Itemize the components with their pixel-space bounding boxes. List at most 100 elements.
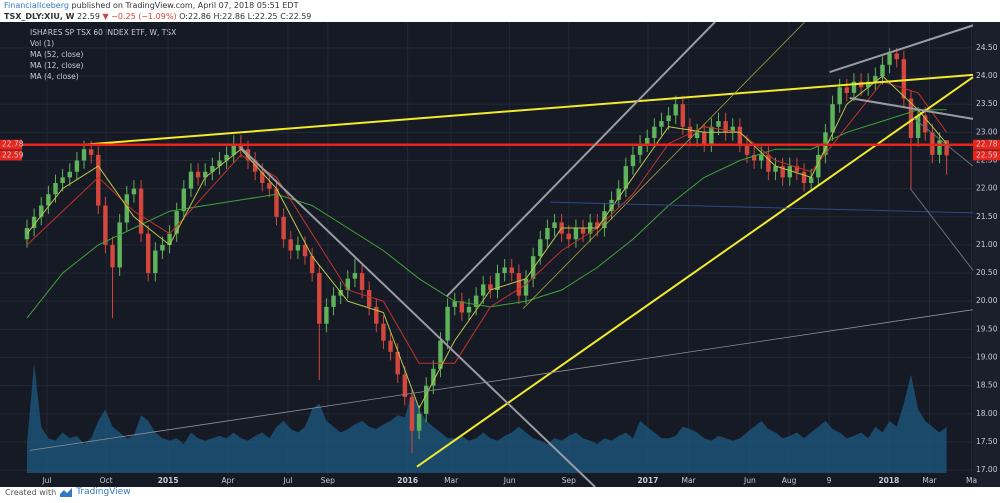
candle-body <box>267 183 272 189</box>
x-tick-label: 2016 <box>397 476 418 485</box>
candle-body <box>188 171 194 189</box>
candle-body <box>694 132 700 138</box>
candle-body <box>74 160 80 172</box>
trend-line <box>909 115 974 167</box>
candle-body <box>894 53 899 60</box>
y-tick-label: 24.50 <box>976 43 998 52</box>
candle-body <box>445 306 450 341</box>
price-marker-left <box>0 139 22 150</box>
candle-body <box>516 273 522 296</box>
candle-body <box>630 154 636 167</box>
candle-body <box>88 149 94 155</box>
published: published on TradingView.com, April 07, … <box>71 1 299 10</box>
candle-body <box>666 115 671 122</box>
candle-body <box>687 126 693 138</box>
x-tick-label: 2017 <box>637 476 658 485</box>
price-axis-bg <box>973 22 1000 487</box>
y-tick-label: 22.00 <box>976 184 998 193</box>
trend-line <box>29 309 974 451</box>
candle-body <box>816 154 821 178</box>
ohlc: O:22.86 H:22.86 L:22.25 C:22.59 <box>179 12 312 21</box>
candle-body <box>702 132 707 144</box>
candle-body <box>309 256 315 274</box>
x-tick-label: 9 <box>827 476 832 485</box>
candle-body <box>481 284 486 296</box>
candle-body <box>509 267 514 274</box>
candle-body <box>295 244 301 251</box>
author[interactable]: FinancialIceberg <box>4 1 69 10</box>
candle-body <box>345 278 351 290</box>
y-tick-label: 19.50 <box>976 324 998 333</box>
x-tick-label: Aug <box>782 476 797 485</box>
candle-body <box>637 143 643 155</box>
candle-body <box>438 340 443 369</box>
brand[interactable]: TradingView <box>76 487 131 497</box>
x-tick-label: Mar <box>444 476 459 485</box>
trend-line <box>446 22 716 297</box>
y-tick-label: 18.50 <box>976 381 998 390</box>
candle-body <box>495 273 500 290</box>
candle-body <box>46 194 51 206</box>
price-marker-label: 22.78 <box>976 140 998 149</box>
trend-line <box>416 76 974 468</box>
candle-body <box>388 340 393 352</box>
trend-line <box>829 24 974 74</box>
x-tick-label: Jun <box>503 476 516 485</box>
candle-body <box>923 115 928 133</box>
y-tick-label: 20.00 <box>976 296 998 305</box>
x-tick-label: Mar <box>922 476 937 485</box>
candle-body <box>96 154 101 206</box>
candle-body <box>552 222 557 229</box>
candle-body <box>302 244 308 257</box>
candle-body <box>773 166 778 172</box>
candle-body <box>181 188 187 212</box>
change: ▼ −0.25 (−1.09%) <box>102 12 177 21</box>
footer: Created with TradingView <box>5 487 131 497</box>
candle-body <box>317 273 322 324</box>
candle-body <box>901 59 907 99</box>
candle-body <box>145 233 151 274</box>
y-tick-label: 24.00 <box>976 71 998 80</box>
candle-body <box>751 154 757 161</box>
x-tick-label: Mar <box>681 476 696 485</box>
y-tick-label: 21.50 <box>976 212 998 221</box>
candle-body <box>759 154 764 161</box>
candle-body <box>609 199 614 212</box>
candle-body <box>730 126 735 133</box>
symbol: TSX_DLY:XIU, W <box>4 12 75 21</box>
price-marker <box>973 139 1000 150</box>
candle-body <box>794 166 800 172</box>
candle-body <box>160 244 165 251</box>
x-tick-label: Jun <box>743 476 756 485</box>
candle-body <box>880 64 885 77</box>
y-tick-label: 18.00 <box>976 409 998 418</box>
last-price: 22.59 <box>77 12 100 21</box>
candle-body <box>402 374 408 397</box>
legend-item: MA (52, close) <box>30 50 84 59</box>
candle-body <box>395 351 400 375</box>
candle-body <box>138 188 144 234</box>
y-tick-label: 17.50 <box>976 437 998 446</box>
candle-body <box>374 306 379 324</box>
x-tick-label: 2015 <box>158 476 179 485</box>
candle-body <box>110 244 115 268</box>
candle-body <box>452 301 457 307</box>
candle-body <box>538 239 543 257</box>
candle-body <box>174 211 179 234</box>
candle-body <box>103 205 108 245</box>
candle-body <box>915 115 921 138</box>
candle-body <box>352 273 358 279</box>
candle-body <box>31 216 37 229</box>
x-tick-label: Jul <box>282 476 292 485</box>
candle-body <box>837 87 842 105</box>
price-marker-left-label: 22.78 <box>2 140 24 149</box>
x-tick-label: Apr <box>222 476 236 485</box>
candle-body <box>81 149 87 161</box>
ma-line <box>26 81 948 364</box>
candle-body <box>217 160 222 167</box>
candle-body <box>131 188 137 195</box>
candle-body <box>224 154 229 161</box>
price-marker-left <box>0 150 22 161</box>
chart: ISHARES SP TSX 60 INDEX ETF, W, TSX 17.0… <box>0 22 1000 487</box>
